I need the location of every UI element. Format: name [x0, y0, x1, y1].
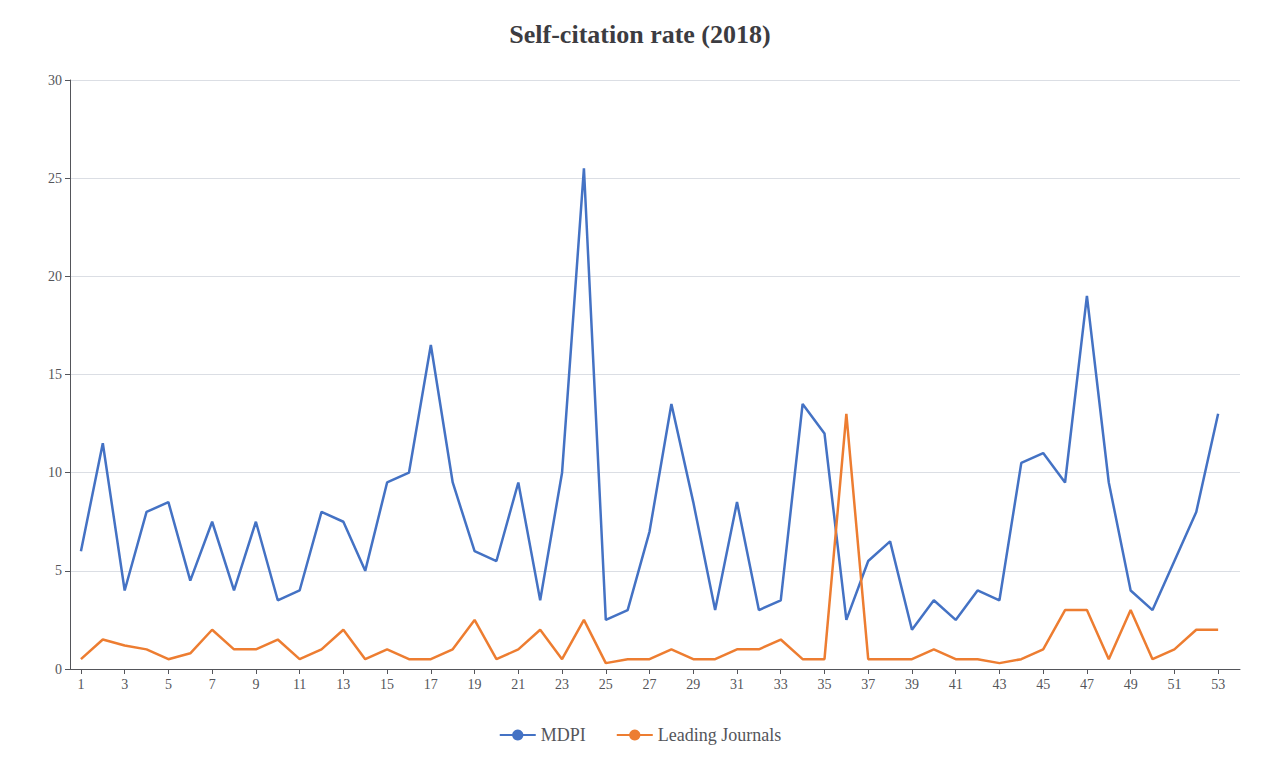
- svg-text:Leading Journals: Leading Journals: [658, 725, 781, 745]
- svg-text:15: 15: [48, 367, 62, 382]
- svg-text:0: 0: [55, 662, 62, 677]
- svg-text:27: 27: [643, 677, 657, 692]
- svg-text:53: 53: [1211, 677, 1225, 692]
- svg-text:21: 21: [511, 677, 525, 692]
- svg-text:35: 35: [817, 677, 831, 692]
- svg-text:31: 31: [730, 677, 744, 692]
- svg-text:11: 11: [293, 677, 306, 692]
- svg-text:43: 43: [992, 677, 1006, 692]
- svg-text:3: 3: [121, 677, 128, 692]
- svg-text:MDPI: MDPI: [541, 725, 586, 745]
- svg-text:5: 5: [55, 563, 62, 578]
- svg-text:51: 51: [1167, 677, 1181, 692]
- svg-text:17: 17: [424, 677, 438, 692]
- svg-text:Self-citation rate (2018): Self-citation rate (2018): [509, 20, 770, 49]
- svg-text:37: 37: [861, 677, 875, 692]
- svg-text:1: 1: [77, 677, 84, 692]
- svg-text:23: 23: [555, 677, 569, 692]
- svg-text:9: 9: [252, 677, 259, 692]
- svg-text:7: 7: [209, 677, 216, 692]
- svg-text:45: 45: [1036, 677, 1050, 692]
- svg-text:19: 19: [468, 677, 482, 692]
- svg-text:39: 39: [905, 677, 919, 692]
- svg-text:29: 29: [686, 677, 700, 692]
- svg-text:15: 15: [380, 677, 394, 692]
- svg-text:25: 25: [48, 171, 62, 186]
- svg-text:30: 30: [48, 73, 62, 88]
- svg-text:49: 49: [1124, 677, 1138, 692]
- svg-text:5: 5: [165, 677, 172, 692]
- svg-text:47: 47: [1080, 677, 1094, 692]
- svg-text:10: 10: [48, 465, 62, 480]
- svg-text:20: 20: [48, 269, 62, 284]
- svg-text:25: 25: [599, 677, 613, 692]
- svg-text:13: 13: [336, 677, 350, 692]
- svg-text:33: 33: [774, 677, 788, 692]
- svg-text:41: 41: [949, 677, 963, 692]
